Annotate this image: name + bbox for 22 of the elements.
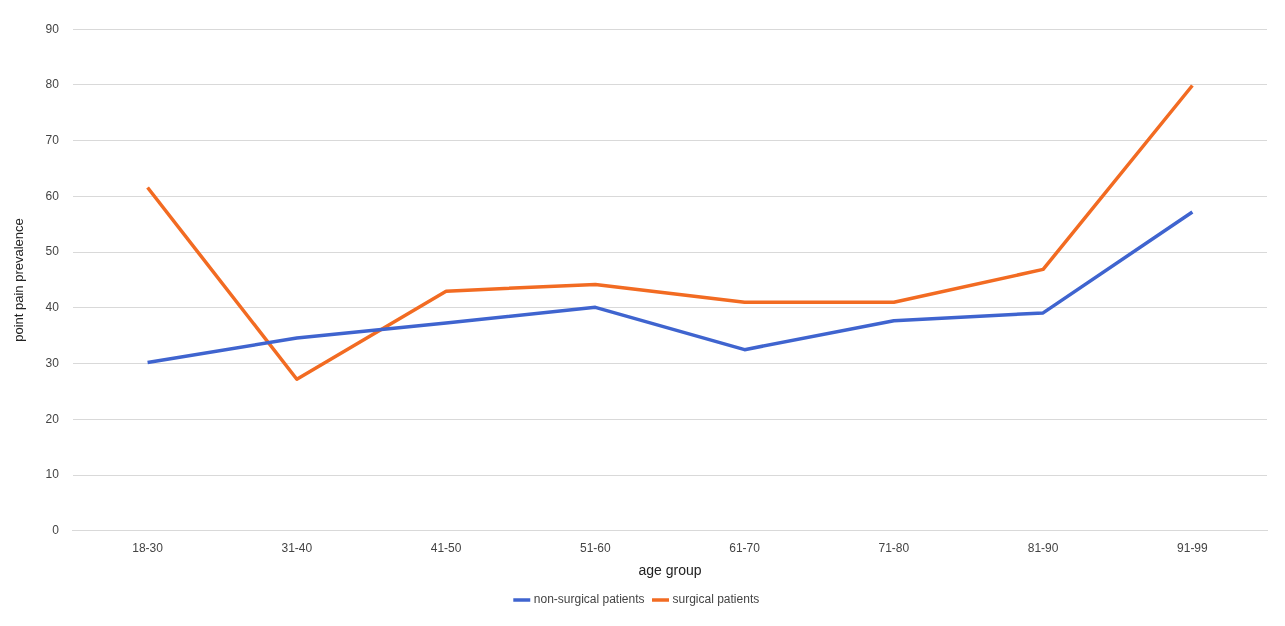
y-tick-label: 70 [45, 132, 60, 147]
x-tick-label: 18-30 [132, 541, 164, 556]
x-tick-label: 61-70 [729, 541, 761, 556]
x-axis-title: age group [638, 562, 702, 579]
y-tick-label: 60 [45, 188, 60, 203]
y-tick-label: 50 [45, 244, 60, 259]
y-tick-label: 80 [45, 77, 60, 92]
y-tick-label: 10 [45, 467, 60, 482]
y-tick-label: 90 [45, 21, 60, 36]
x-tick-label: 41-50 [430, 541, 462, 556]
y-tick-label: 40 [45, 300, 60, 315]
y-tick-label: 30 [45, 355, 60, 370]
x-tick-label: 51-60 [579, 541, 612, 556]
x-tick-label: 81-90 [1027, 541, 1059, 556]
legend-label: non-surgical patients [533, 592, 645, 607]
y-tick-label: 20 [45, 411, 60, 426]
y-tick-label: 0 [52, 523, 60, 538]
legend-label: surgical patients [672, 592, 760, 607]
y-axis-title: point pain prevalence [11, 218, 27, 342]
x-tick-label: 71-80 [878, 541, 910, 556]
x-tick-label: 31-40 [281, 541, 313, 556]
x-tick-label: 91-99 [1177, 541, 1209, 556]
